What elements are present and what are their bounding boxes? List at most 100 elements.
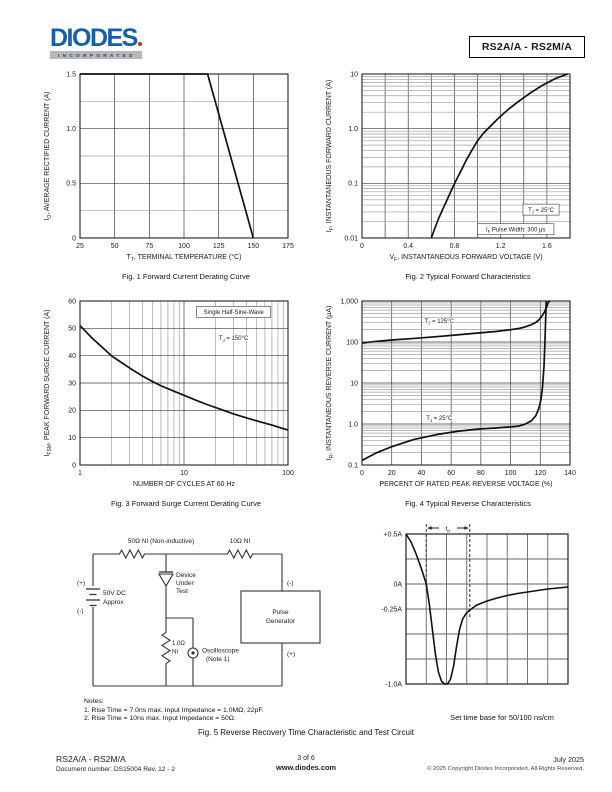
note-2: 2. Rise Time = 10ns max. Input Impedance… (84, 715, 236, 723)
fig3-chart: 1 10 100 0 10 20 30 40 50 60 NUMBER OF CYCLES AT 6… (44, 298, 294, 488)
generator-minus-label: (-) (287, 580, 294, 587)
y-tick-label: +0.5A (384, 531, 403, 538)
x-tick-label: 1.2 (496, 243, 506, 250)
y-tick-label: 1.0 (348, 126, 358, 133)
source-minus-label: (-) (77, 608, 84, 615)
grid (80, 74, 288, 238)
y-tick-label: 60 (68, 298, 76, 305)
annotation: TJ = 25°C (426, 416, 453, 423)
arrowhead-left (427, 526, 432, 530)
x-tick-label: 1.6 (542, 243, 552, 250)
scope-chart: trr +0.5A 0A -0.25A -1.0A (381, 524, 569, 688)
dut-label-2: Under (176, 580, 195, 587)
plot-border (405, 533, 569, 685)
logo-trademark-dot (137, 42, 142, 46)
plot-border (361, 73, 571, 239)
y-tick-label: 20 (68, 408, 76, 415)
y-tick-label: 100 (346, 339, 358, 346)
footer-copyright: © 2025 Copyright Diodes Incorporated. Al… (427, 766, 584, 772)
grid (362, 301, 570, 465)
curve-average-rectified-current (80, 73, 255, 239)
y-tick-label: 0 (72, 462, 76, 469)
annotation: IF Pulse Width: 300 μs (486, 227, 545, 234)
r2-label: 10Ω NI (230, 538, 251, 545)
annotation: TJ = 25°C (528, 208, 555, 215)
trr-label: trr (446, 526, 451, 534)
fig5-scope-waveform: trr +0.5A 0A -0.25A -1.0A Set time base for … (366, 520, 602, 722)
curve-reverse-recovery-waveform (405, 533, 569, 685)
shunt-label-1: 1.0Ω (172, 641, 185, 647)
source-label-2: Approx (103, 599, 124, 606)
annotation-box (196, 306, 272, 318)
part-number-badge: RS2A/A - RS2M/A (468, 36, 585, 58)
footer-part-info: RS2A/A - RS2M/A Document number: DS15004… (56, 754, 175, 773)
x-tick-label: 0.4 (403, 243, 413, 250)
x-axis-label: PERCENT OF RATED PEAK REVERSE VOLTAGE (%… (380, 481, 553, 488)
y-tick-label: 10 (350, 380, 358, 387)
footer-part-number: RS2A/A - RS2M/A (56, 754, 126, 764)
battery-symbol (86, 588, 100, 607)
y-tick-label: 1.0 (348, 421, 358, 428)
resistor-1ohm-shunt (160, 630, 172, 666)
footer-page-number: 3 of 6 (297, 755, 315, 762)
dut-diode-symbol (158, 571, 174, 588)
annotation: TJ = 125°C (425, 319, 455, 326)
fig5-caption: Fig. 5 Reverse Recovery Time Characteris… (198, 728, 414, 737)
x-tick-label: 100 (505, 470, 517, 477)
fig4-typical-reverse-characteristics: 0 20 40 60 80 100 120 140 0.1 1.0 10 100 1,000 PERCEN… (318, 291, 584, 508)
footer-page-info: 3 of 6 www.diodes.com (0, 755, 612, 772)
fig1-caption: Fig. 1 Forward Current Derating Curve (122, 272, 250, 281)
x-tick-label: 120 (534, 470, 546, 477)
x-tick-label: 175 (282, 243, 294, 250)
x-tick-label: 125 (213, 243, 225, 250)
x-tick-label: 140 (564, 470, 576, 477)
resistor-50ohm (117, 548, 147, 560)
y-tick-label: 1,000 (340, 298, 358, 305)
y-tick-label: 0.1 (348, 181, 358, 188)
curve-reverse-current-125C (361, 300, 551, 344)
footer-website-link[interactable]: www.diodes.com (275, 763, 337, 772)
oscilloscope-connector-icon (187, 647, 199, 659)
generator-plus-label: (+) (287, 651, 295, 658)
oscilloscope-label-1: Oscilloscope (202, 648, 239, 655)
x-tick-label: 75 (145, 243, 153, 250)
circuit-wires (92, 548, 283, 687)
annotation: Single Half-Sine-Wave (204, 310, 265, 316)
fig1-forward-current-derating: 25 50 75 100 125 150 175 0 0.5 1.0 1.5 TT, TERMINAL… (36, 64, 302, 281)
shunt-label-2: NI (172, 650, 178, 656)
r1-label: 50Ω NI (Non-inductive) (128, 538, 194, 545)
grid (362, 74, 570, 238)
x-tick-label: 25 (76, 243, 84, 250)
plot-border (79, 300, 289, 466)
fig3-forward-surge-derating: 1 10 100 0 10 20 30 40 50 60 NUMBER OF CYCLES AT 6… (36, 291, 302, 508)
x-axis-label: NUMBER OF CYCLES AT 60 Hz (133, 481, 236, 488)
footer-date: July 2025 (553, 755, 584, 764)
x-tick-label: 0 (360, 243, 364, 250)
footer-date-copyright: July 2025 © 2025 Copyright Diodes Incorp… (427, 755, 584, 772)
y-tick-label: 1.0 (66, 126, 76, 133)
y-tick-label: 0 (72, 235, 76, 242)
curve-forward-characteristic (430, 73, 568, 239)
fig1-chart: 25 50 75 100 125 150 175 0 0.5 1.0 1.5 TT, TERMINAL… (44, 71, 294, 263)
grid (80, 301, 288, 465)
y-tick-label: 0.01 (344, 235, 358, 242)
y-tick-label: 0A (393, 581, 402, 588)
footer-document-number: Document number: DS15004 Rev. 12 - 2 (56, 765, 175, 773)
y-tick-label: -0.25A (381, 606, 402, 613)
annotation-box (522, 203, 560, 216)
dut-label-1: Device (176, 572, 196, 579)
curve-surge-current (79, 325, 289, 431)
test-circuit-diagram: 50Ω NI (Non-inductive) 10Ω NI Device Und… (77, 538, 321, 687)
generator-label-2: Generator (266, 618, 296, 625)
fig5-notes: Notes: 1. Rise Time = 7.0ns max. Input I… (84, 698, 264, 724)
fig2-caption: Fig. 2 Typical Forward Characteristics (405, 272, 531, 281)
fig3-caption: Fig. 3 Forward Surge Current Derating Cu… (110, 499, 262, 508)
fig2-chart: 0 0.4 0.8 1.2 1.6 0.01 0.1 1.0 10 VF, INSTANTANEO… (326, 71, 571, 263)
y-axis-label: IO, AVERAGE RECTIFIED CURRENT (A) (44, 92, 53, 221)
diodes-logo: DIODES INCORPORATED (50, 26, 142, 59)
x-axis-label: TT, TERMINAL TEMPERATURE (°C) (127, 253, 242, 263)
fig4-caption: Fig. 4 Typical Reverse Characteristics (405, 499, 531, 508)
y-tick-label: 10 (350, 71, 358, 78)
circuit-labels: 50Ω NI (Non-inductive) 10Ω NI Device Und… (77, 538, 296, 663)
